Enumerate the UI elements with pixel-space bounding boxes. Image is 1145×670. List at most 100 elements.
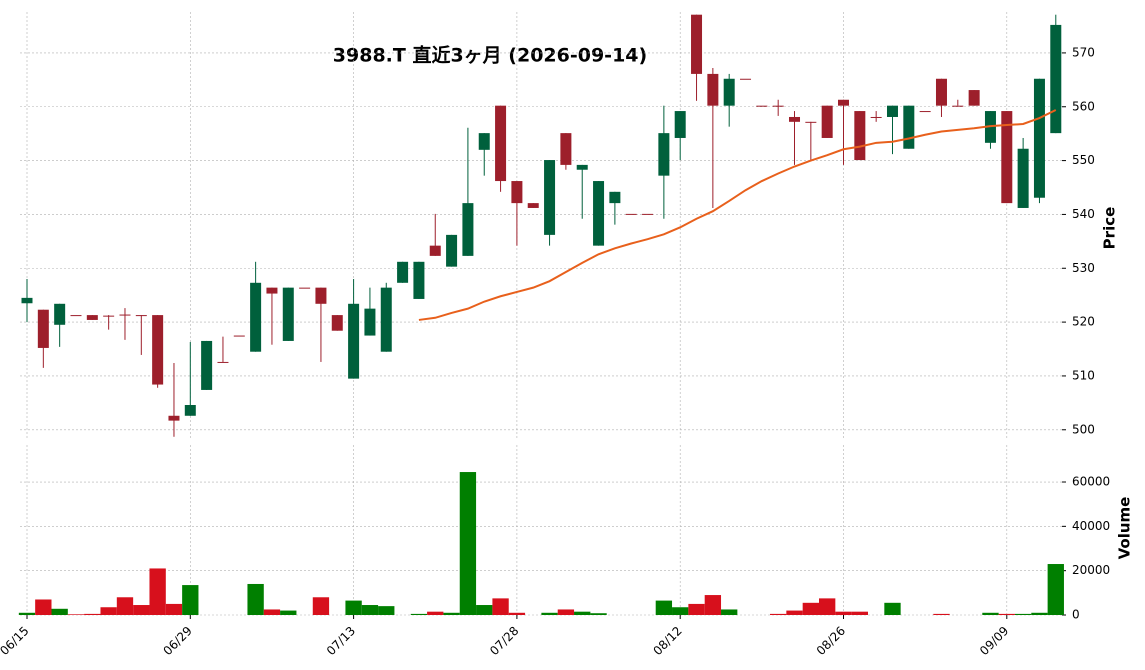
volume-bar (982, 612, 999, 615)
volume-bar (672, 607, 689, 615)
volume-bar (508, 612, 526, 615)
candle-body (968, 90, 980, 106)
candle-body (233, 335, 245, 337)
volume-bar (100, 607, 117, 615)
volume-bar (590, 613, 607, 615)
candle-body (397, 261, 409, 283)
volume-tick-label: 0 (1072, 608, 1080, 622)
volume-bar (721, 609, 738, 615)
candle-body (495, 105, 507, 182)
candle-body (691, 14, 703, 74)
volume-bar (786, 610, 803, 615)
volume-bar (165, 603, 183, 615)
volume-tick-label: 20000 (1072, 563, 1110, 577)
y-tick-label: 500 (1072, 422, 1095, 436)
candle-body (658, 133, 670, 176)
chart-title: 3988.T 直近3ヶ月 (2026-09-14) (333, 44, 647, 67)
candle-body (723, 78, 735, 106)
x-tick-label: 07/13 (324, 624, 358, 658)
candle-body (364, 308, 376, 336)
candle-body (1033, 78, 1045, 198)
volume-bar (1014, 613, 1032, 615)
candle-body (462, 203, 474, 256)
volume-bar (182, 585, 199, 615)
candle-body (184, 405, 196, 416)
candle-body (838, 99, 849, 106)
volume-bar (704, 595, 722, 615)
volume-bar (557, 609, 575, 615)
candle-body (37, 309, 49, 348)
candle-body (135, 315, 147, 317)
candle-body (380, 287, 392, 352)
candle-body (21, 297, 33, 304)
candle-body (527, 203, 539, 208)
y-tick-label: 570 (1072, 45, 1095, 59)
volume-bar (378, 606, 395, 615)
y-tick-label: 540 (1072, 207, 1095, 221)
candle-body (1050, 24, 1062, 134)
candle-body (642, 213, 654, 215)
x-tick-label: 06/15 (0, 624, 32, 658)
volume-bar (18, 612, 36, 615)
x-tick-label: 08/26 (814, 624, 848, 658)
volume-bar (84, 613, 101, 615)
volume-bar (263, 609, 281, 615)
candle-body (315, 287, 327, 304)
volume-bar (492, 598, 509, 615)
candle-body (870, 116, 882, 118)
candle-body (544, 160, 556, 235)
volume-bar (998, 613, 1015, 615)
candle-body (609, 191, 621, 204)
candle-body (348, 303, 360, 379)
candle-body (70, 315, 82, 317)
candle-body (886, 105, 898, 117)
x-tick-label: 07/28 (487, 624, 521, 658)
candle-body (119, 314, 131, 316)
volume-bar (149, 568, 166, 615)
x-tick-label: 09/09 (977, 624, 1011, 658)
volume-bar (770, 613, 787, 615)
volume-bar (133, 605, 150, 615)
y-tick-label: 550 (1072, 153, 1095, 167)
volume-bar (476, 605, 493, 615)
candle-body (282, 287, 294, 341)
candle-body (299, 287, 311, 289)
volume-bar (1047, 564, 1064, 615)
candle-body (707, 73, 719, 106)
candle-body (217, 361, 229, 363)
candle-body (560, 133, 572, 165)
candle-body (54, 303, 66, 325)
y-tick-label: 510 (1072, 368, 1095, 382)
candle-body (576, 164, 588, 170)
volume-bar (884, 602, 901, 615)
candle-body (919, 111, 931, 113)
volume-bar (835, 611, 852, 615)
x-tick-label: 06/29 (161, 624, 195, 658)
volume-bar (51, 608, 68, 615)
candle-body (413, 261, 425, 299)
volume-tick-label: 60000 (1072, 475, 1110, 489)
volume-axis-label: Volume (1116, 497, 1134, 560)
volume-bar (116, 597, 134, 615)
candle-body (331, 315, 343, 331)
volume-bar (280, 610, 297, 615)
volume-bar (851, 611, 868, 615)
candle-body (86, 315, 98, 320)
candle-body (935, 78, 947, 106)
volume-bar (541, 612, 558, 615)
candle-body (740, 78, 752, 80)
candle-body (674, 111, 686, 138)
volume-bar (1031, 612, 1048, 615)
volume-bar (802, 602, 820, 615)
candle-body (821, 105, 833, 138)
volume-bar (247, 583, 264, 615)
candle-body (250, 282, 262, 352)
volume-bar (459, 472, 477, 615)
candle-body (201, 340, 213, 390)
candle-body (266, 287, 278, 294)
candle-body (772, 105, 784, 107)
candle-body (511, 181, 523, 204)
candle-body (1017, 148, 1029, 208)
